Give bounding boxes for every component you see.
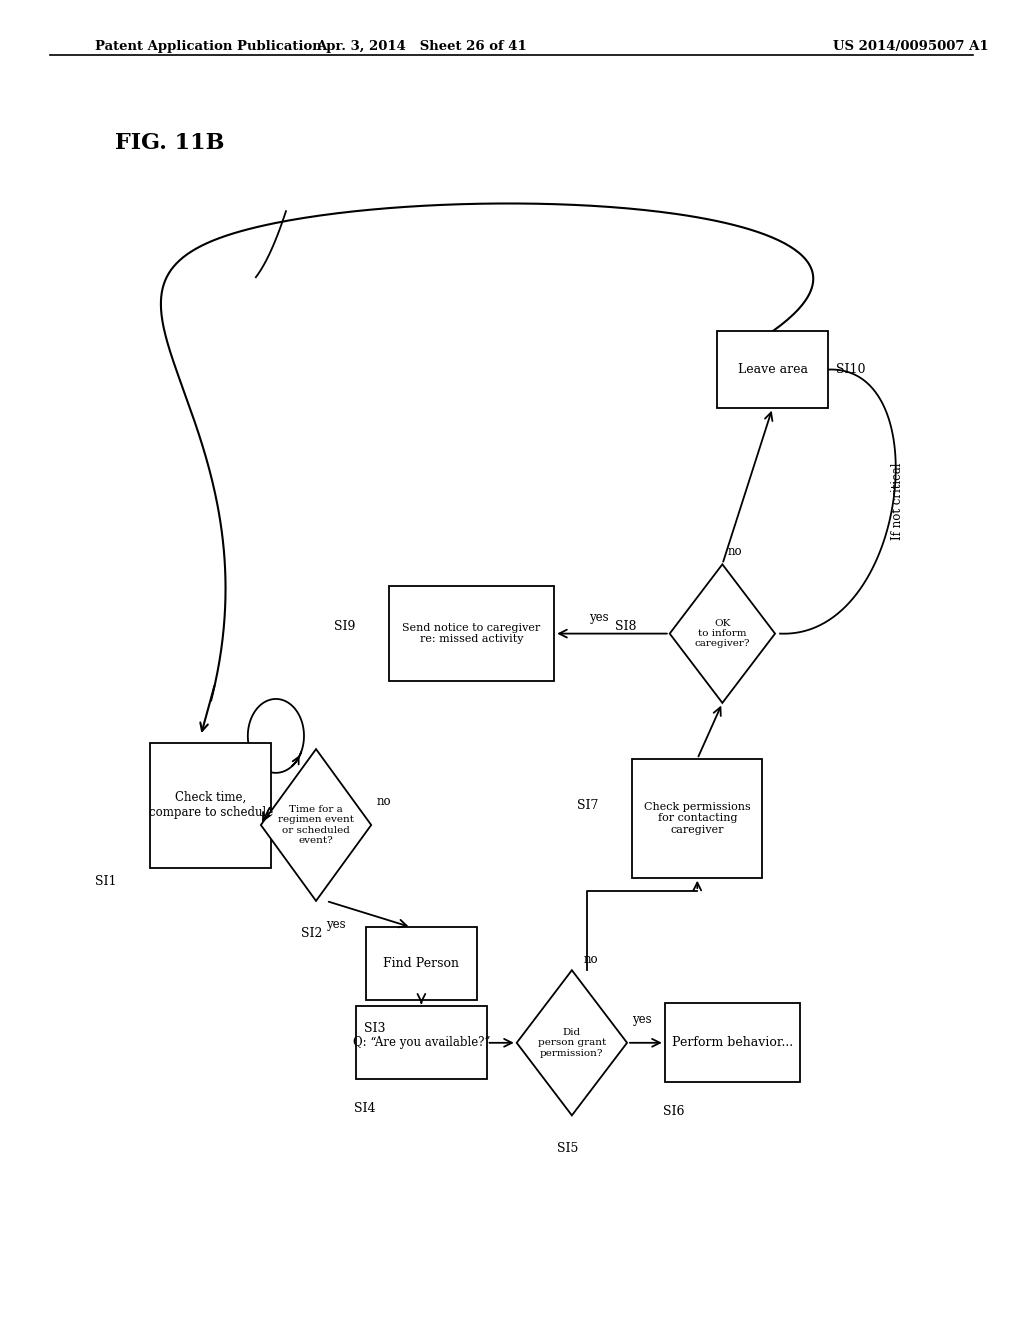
Bar: [389, 586, 554, 681]
Text: US 2014/0095007 A1: US 2014/0095007 A1: [833, 40, 988, 53]
Bar: [367, 927, 476, 1001]
Bar: [665, 1003, 800, 1082]
Text: Leave area: Leave area: [737, 363, 808, 376]
Text: SI8: SI8: [614, 620, 636, 634]
Bar: [718, 331, 827, 408]
Polygon shape: [670, 565, 775, 702]
Text: SI9: SI9: [334, 620, 355, 634]
Text: SI7: SI7: [577, 799, 598, 812]
Text: no: no: [584, 953, 599, 966]
Text: Q: “Are you available?”: Q: “Are you available?”: [352, 1036, 490, 1049]
Text: no: no: [376, 795, 391, 808]
Text: Did
person grant
permission?: Did person grant permission?: [538, 1028, 606, 1057]
Text: Check time,
compare to schedule: Check time, compare to schedule: [148, 791, 272, 820]
Text: SI5: SI5: [557, 1142, 579, 1155]
Text: no: no: [727, 545, 742, 557]
Bar: [356, 1006, 486, 1080]
Text: Patent Application Publication: Patent Application Publication: [95, 40, 323, 53]
Polygon shape: [517, 970, 627, 1115]
Text: Find Person: Find Person: [383, 957, 460, 970]
Text: Time for a
regimen event
or scheduled
event?: Time for a regimen event or scheduled ev…: [279, 805, 354, 845]
Text: If not critical: If not critical: [892, 463, 904, 540]
Text: Check permissions
for contacting
caregiver: Check permissions for contacting caregiv…: [644, 801, 751, 836]
Text: SI6: SI6: [663, 1105, 684, 1118]
Text: FIG. 11B: FIG. 11B: [116, 132, 225, 154]
Text: yes: yes: [632, 1012, 651, 1026]
Text: SI1: SI1: [95, 875, 117, 887]
Text: SI4: SI4: [354, 1102, 376, 1114]
Text: yes: yes: [590, 611, 609, 624]
Text: yes: yes: [326, 919, 346, 931]
Text: Send notice to caregiver
re: missed activity: Send notice to caregiver re: missed acti…: [402, 623, 541, 644]
Text: SI2: SI2: [301, 928, 323, 940]
Bar: [632, 759, 763, 878]
Text: SI3: SI3: [365, 1023, 386, 1035]
Bar: [151, 742, 271, 869]
Polygon shape: [261, 750, 372, 900]
Text: Apr. 3, 2014   Sheet 26 of 41: Apr. 3, 2014 Sheet 26 of 41: [316, 40, 526, 53]
Text: SI10: SI10: [836, 363, 865, 376]
Text: OK
to inform
caregiver?: OK to inform caregiver?: [694, 619, 751, 648]
Text: Perform behavior...: Perform behavior...: [672, 1036, 793, 1049]
